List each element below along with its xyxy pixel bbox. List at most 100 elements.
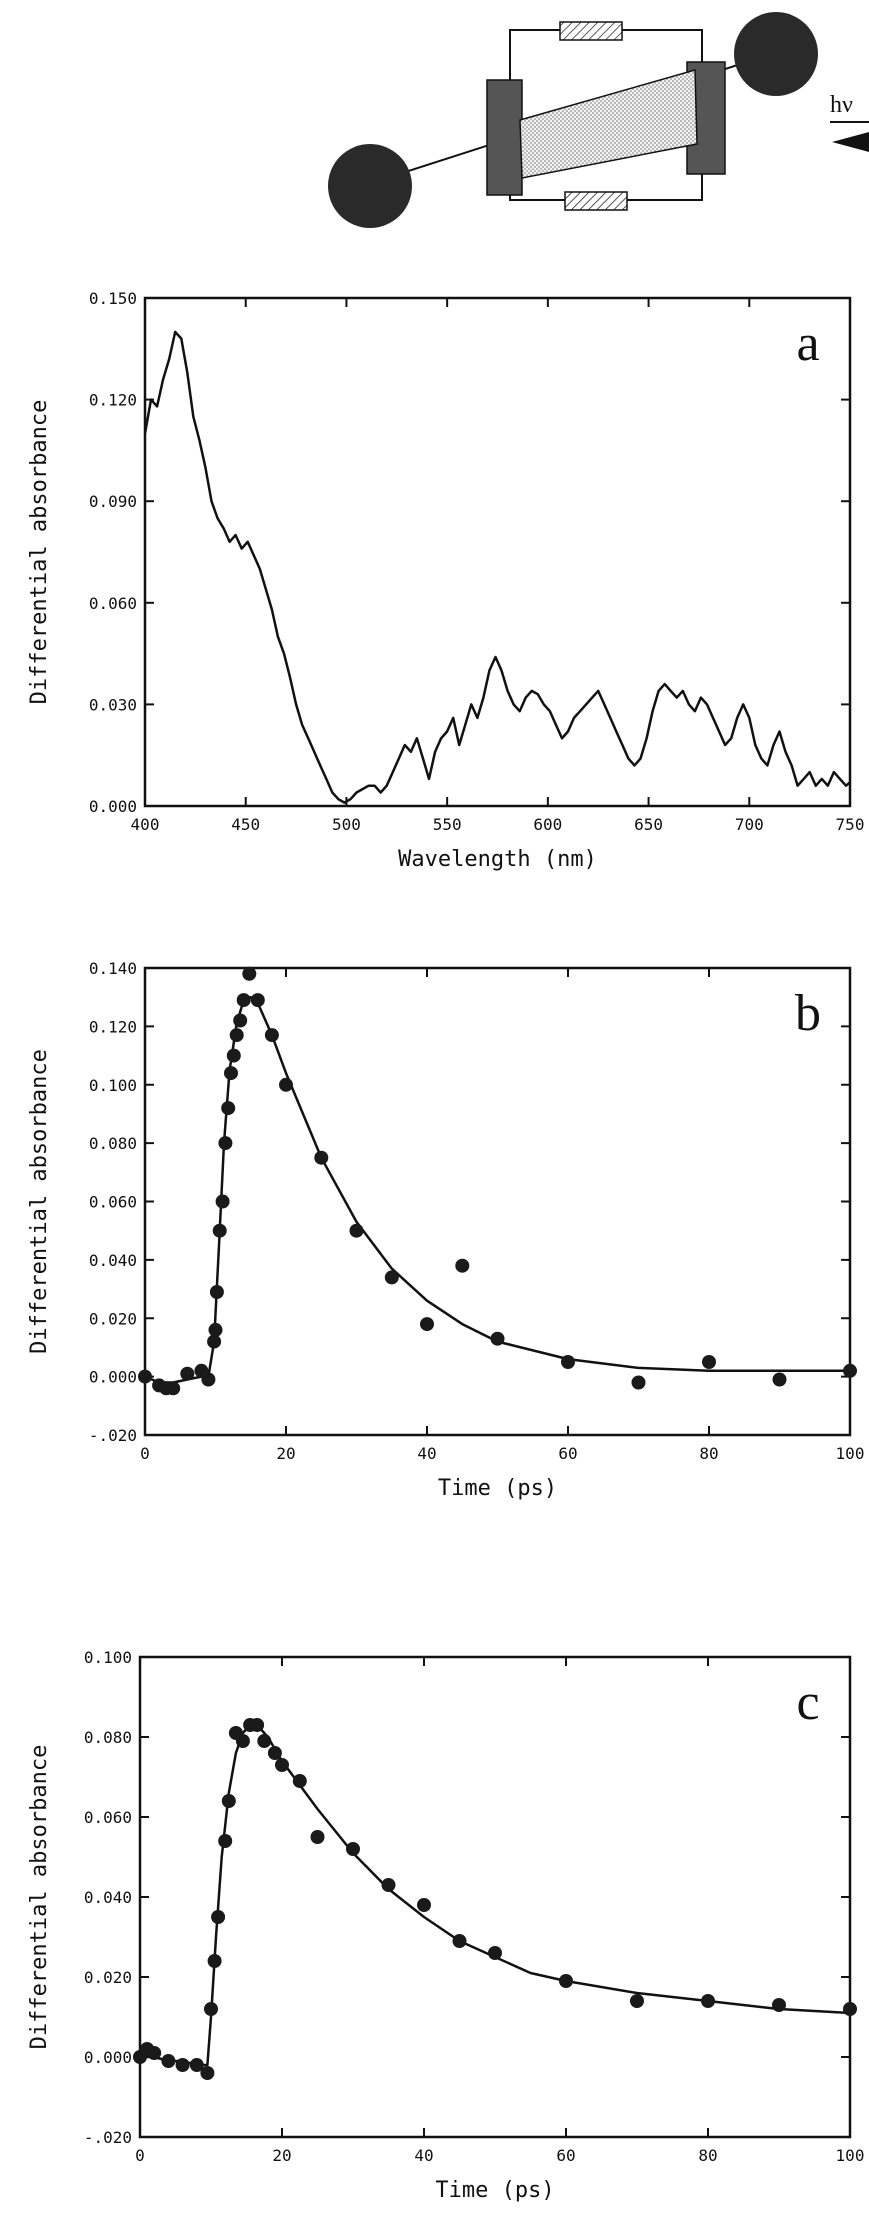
y-tick-label: 0.020 <box>84 1968 132 1987</box>
y-tick-label: 0.030 <box>89 695 137 714</box>
data-point <box>384 1270 399 1285</box>
data-point <box>381 1878 396 1892</box>
light-label: hν <box>830 92 853 118</box>
data-point <box>772 1372 787 1387</box>
data-point <box>631 1375 646 1390</box>
y-axis-title: Differential absorbance <box>27 1745 52 2050</box>
y-tick-label: 0.040 <box>89 1251 137 1270</box>
data-point <box>161 2054 176 2068</box>
data-point <box>200 2066 215 2080</box>
data-point <box>349 1223 364 1238</box>
x-tick-label: 60 <box>558 1444 577 1463</box>
data-point <box>843 1363 857 1378</box>
y-tick-label: 0.090 <box>89 492 137 511</box>
top-bridge <box>559 21 623 41</box>
data-point <box>226 1048 241 1063</box>
x-tick-label: 40 <box>417 1444 436 1463</box>
x-tick-label: 600 <box>533 815 562 834</box>
data-point <box>207 1334 222 1349</box>
y-tick-label: 0.120 <box>89 1017 137 1036</box>
y-tick-label: 0.060 <box>84 1808 132 1827</box>
x-tick-label: 60 <box>556 2146 575 2165</box>
y-tick-label: 0.150 <box>89 289 137 308</box>
data-point <box>420 1317 434 1332</box>
data-point <box>843 2002 857 2016</box>
y-tick-label: 0.140 <box>89 959 137 978</box>
x-axis-title: Time (ps) <box>438 1476 557 1501</box>
data-point <box>209 1285 224 1299</box>
panel-a: 400 450 500 550 600 650 700 750 0.000 0.030 0.060 0… <box>27 289 864 872</box>
data-point <box>236 993 251 1008</box>
y-axis-title: Differential absorbance <box>27 1049 52 1354</box>
data-point <box>221 1794 236 1808</box>
data-point <box>208 1322 223 1337</box>
x-tick-label: 450 <box>231 815 260 834</box>
data-point <box>279 1077 293 1092</box>
panel-c: 0 20 40 60 80 100 -.020 0.000 0.020 0.040 0.060 0.0… <box>27 1648 864 2203</box>
data-point <box>242 966 257 981</box>
data-point <box>701 1994 715 2008</box>
panel-letter: b <box>795 985 821 1042</box>
data-point <box>207 1954 222 1968</box>
x-tick-label: 100 <box>836 2146 865 2165</box>
data-point <box>147 2046 162 2060</box>
x-tick-label: 80 <box>699 1444 718 1463</box>
data-point <box>233 1013 248 1028</box>
data-point <box>212 1223 227 1238</box>
x-axis-title: Time (ps) <box>435 2178 554 2203</box>
data-point <box>250 1718 265 1732</box>
y-axis-title: Differential absorbance <box>27 400 52 705</box>
data-point <box>267 1746 282 1760</box>
panel-b: 0 20 40 60 80 100 -.020 0.000 0.020 0.040 0.060 0.0… <box>27 959 864 1501</box>
data-point <box>314 1150 329 1165</box>
x-tick-label: 750 <box>836 815 865 834</box>
y-tick-label: 0.080 <box>89 1134 137 1153</box>
data-point <box>275 1758 289 1772</box>
data-point <box>189 2058 204 2072</box>
light-arrow-icon <box>832 132 869 152</box>
data-point <box>218 1834 233 1848</box>
right-sphere <box>734 12 818 96</box>
x-tick-label: 700 <box>735 815 764 834</box>
data-point <box>264 1028 279 1043</box>
y-tick-label: 0.100 <box>89 1076 137 1095</box>
y-tick-label: 0.100 <box>84 1648 132 1667</box>
data-point <box>204 2002 218 2016</box>
y-tick-label: 0.060 <box>89 1193 137 1212</box>
y-tick-label: -.020 <box>84 2128 132 2147</box>
data-point <box>455 1258 470 1273</box>
bottom-bridge <box>564 191 628 211</box>
central-spacer <box>519 69 698 179</box>
panel-letter: a <box>796 315 819 372</box>
y-tick-label: 0.000 <box>89 797 137 816</box>
data-point <box>702 1355 716 1369</box>
data-point <box>417 1898 431 1912</box>
x-tick-label: 550 <box>433 815 462 834</box>
data-point <box>138 1369 152 1384</box>
data-point <box>488 1946 502 1960</box>
data-point <box>218 1136 233 1151</box>
x-tick-label: 40 <box>414 2146 433 2165</box>
x-axis-title: Wavelength (nm) <box>398 847 597 872</box>
y-tick-label: 0.020 <box>89 1309 137 1328</box>
data-point <box>211 1910 226 1924</box>
x-tick-label: 20 <box>276 1444 295 1463</box>
left-block <box>486 79 523 196</box>
x-tick-label: 400 <box>131 815 160 834</box>
y-tick-label: 0.000 <box>89 1368 137 1387</box>
fit-curve <box>140 1723 851 2067</box>
data-point <box>452 1934 467 1948</box>
y-tick-label: -.020 <box>89 1426 137 1445</box>
data-point <box>561 1355 575 1369</box>
data-point <box>257 1734 272 1748</box>
data-point <box>175 2058 190 2072</box>
panel-letter: c <box>796 1674 819 1731</box>
data-point <box>346 1842 360 1856</box>
y-tick-label: 0.000 <box>84 2048 132 2067</box>
spectrum-line <box>143 330 851 804</box>
data-point <box>201 1372 216 1387</box>
data-point <box>292 1774 307 1788</box>
data-point <box>166 1381 181 1396</box>
data-point <box>229 1028 244 1043</box>
